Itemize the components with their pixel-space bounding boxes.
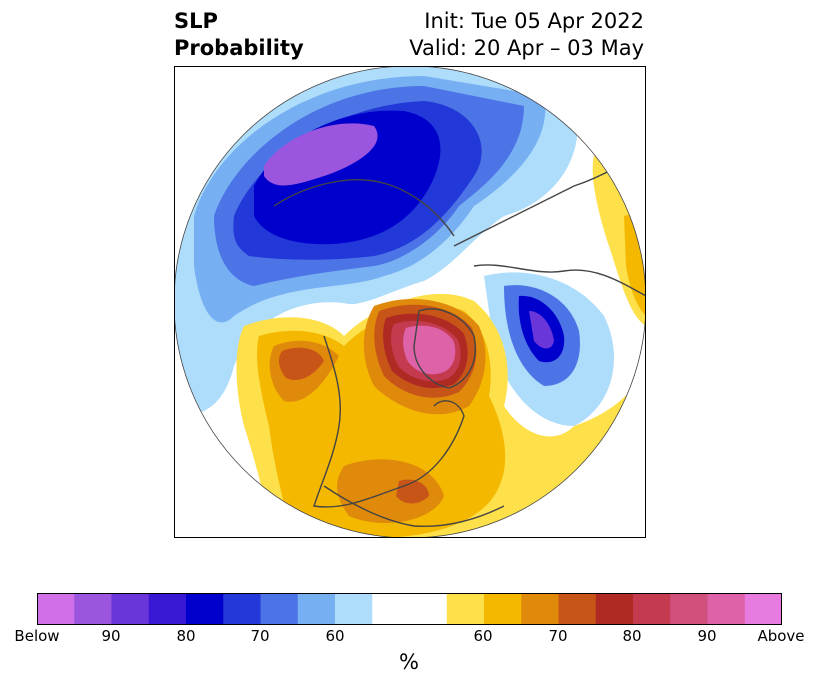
colorbar-cell [148, 593, 187, 625]
colorbar-cell [111, 593, 150, 625]
title-line-probability: Probability [174, 36, 304, 60]
colorbar-label-below: Below [14, 627, 60, 645]
colorbar-cell [260, 593, 299, 625]
atlantic-below-90 [529, 311, 554, 349]
colorbar-label-below-90: 90 [101, 627, 121, 645]
probability-map [174, 66, 646, 538]
map-title: SLP Probability [174, 8, 304, 62]
colorbar-cell [595, 593, 634, 625]
colorbar-cell [372, 593, 410, 625]
colorbar-cell [484, 593, 522, 625]
colorbar-label-above-60: 60 [473, 627, 493, 645]
colorbar-cell [74, 593, 112, 625]
title-line-slp: SLP [174, 9, 218, 33]
init-date: Init: Tue 05 Apr 2022 [424, 9, 644, 33]
above-region-90 [403, 325, 456, 375]
map-dates: Init: Tue 05 Apr 2022 Valid: 20 Apr – 03… [409, 8, 644, 62]
colorbar-label-above-80: 80 [622, 627, 642, 645]
colorbar-cell [446, 593, 485, 625]
colorbar-cell [409, 593, 448, 625]
colorbar-label-below-60: 60 [325, 627, 345, 645]
colorbar-cell [707, 593, 746, 625]
coast-caribbean [323, 485, 505, 528]
probability-field [174, 66, 646, 538]
colorbar-label-below-70: 70 [250, 627, 270, 645]
colorbar-frame [37, 593, 782, 625]
colorbar-label-above: Above [757, 627, 805, 645]
colorbar-cell [335, 593, 373, 625]
coast-north-america [313, 335, 465, 508]
below-region-90 [264, 123, 378, 186]
colorbar-label-below-80: 80 [176, 627, 196, 645]
map-frame [174, 66, 646, 538]
colorbar-label-above-90: 90 [697, 627, 717, 645]
coast-asia [273, 179, 455, 237]
colorbar-cell [744, 593, 782, 625]
colorbar-label-above-70: 70 [548, 627, 568, 645]
colorbar-cell [521, 593, 559, 625]
colorbar-cells [37, 593, 782, 625]
colorbar [37, 593, 782, 625]
colorbar-cell [297, 593, 336, 625]
colorbar-cell [37, 593, 75, 625]
valid-range: Valid: 20 Apr – 03 May [409, 36, 644, 60]
colorbar-cell [186, 593, 224, 625]
colorbar-unit: % [399, 650, 419, 674]
colorbar-cell [558, 593, 597, 625]
colorbar-cell [223, 593, 261, 625]
colorbar-cell [670, 593, 708, 625]
coast-greenland [413, 308, 476, 389]
colorbar-cell [633, 593, 671, 625]
